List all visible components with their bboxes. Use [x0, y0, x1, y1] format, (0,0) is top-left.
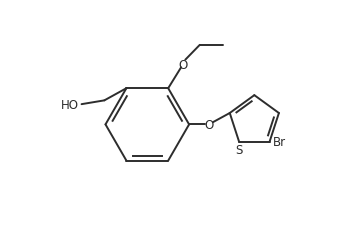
- Text: Br: Br: [273, 136, 286, 149]
- Text: O: O: [204, 118, 213, 131]
- Text: O: O: [178, 59, 187, 72]
- Text: HO: HO: [61, 98, 78, 111]
- Text: S: S: [236, 143, 243, 156]
